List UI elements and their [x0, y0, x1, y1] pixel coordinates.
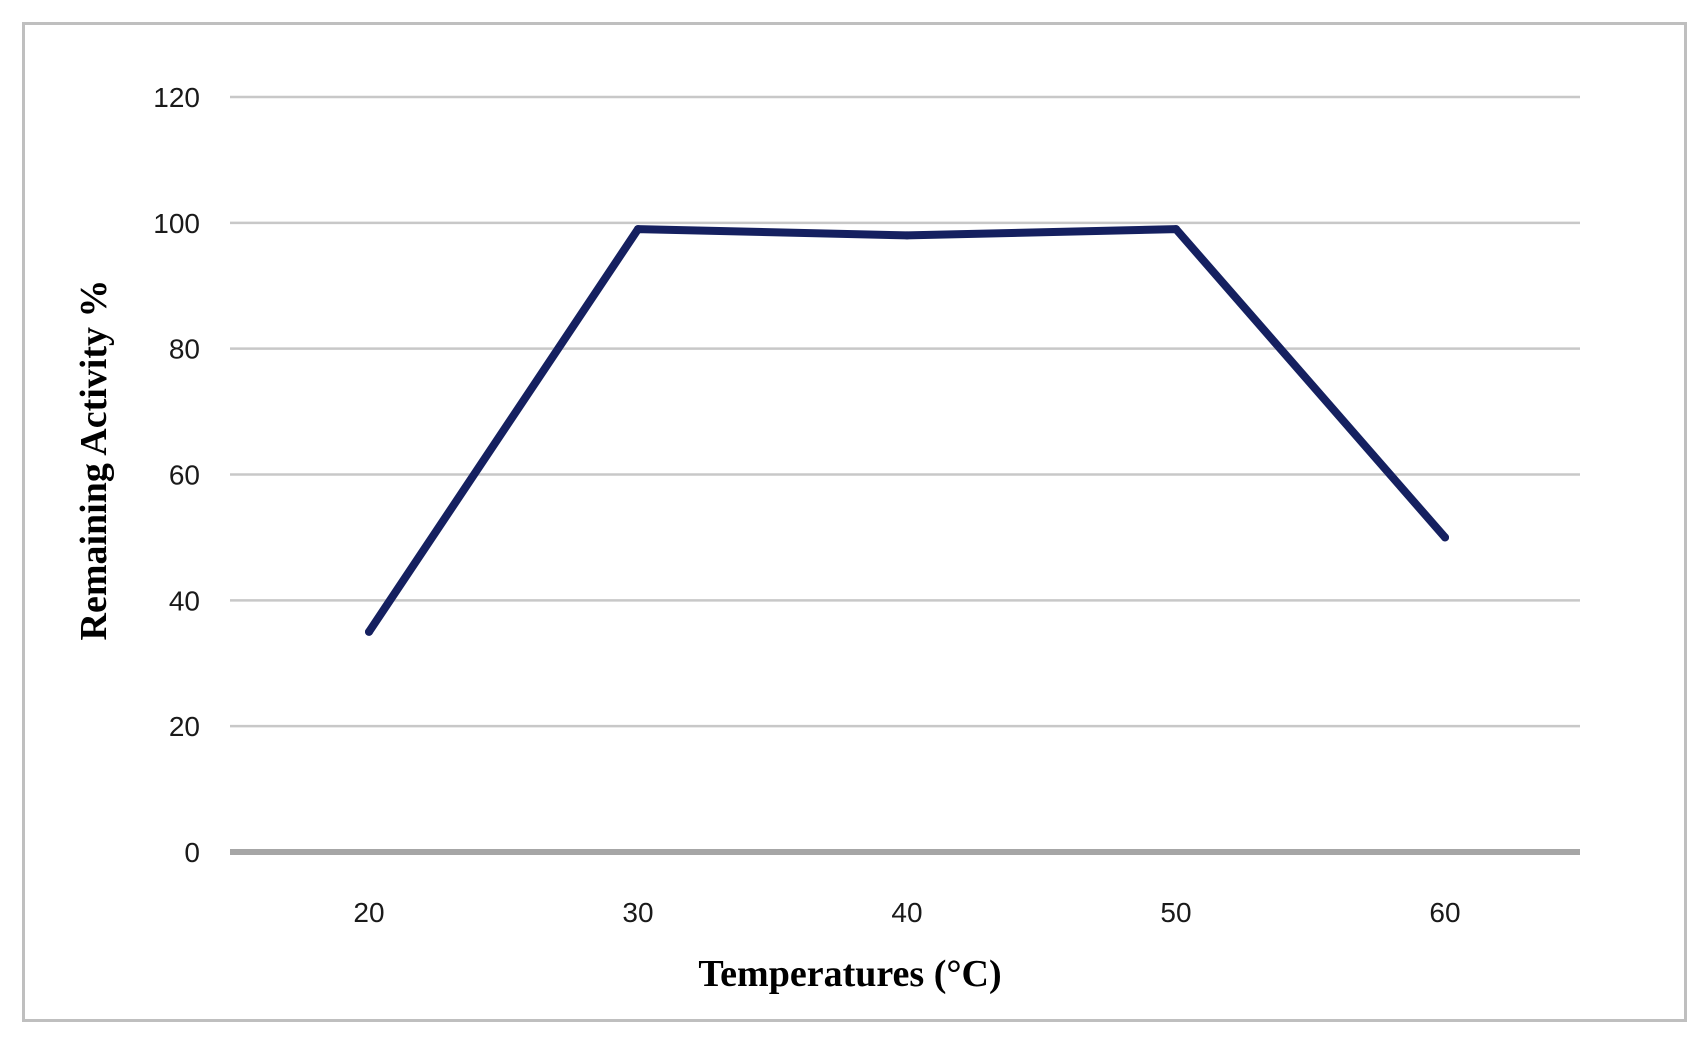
- data-point: [365, 627, 373, 636]
- x-tick-label: 50: [1160, 897, 1191, 928]
- y-tick-label: 20: [169, 711, 200, 742]
- x-axis-title: Temperatures (°C): [698, 953, 1001, 995]
- data-point: [634, 225, 642, 234]
- y-tick-label: 0: [184, 837, 200, 868]
- y-tick-labels: 0 20 40 60 80 100 120: [153, 82, 200, 868]
- y-tick-label: 100: [153, 208, 200, 239]
- x-tick-labels: 20 30 40 50 60: [353, 897, 1460, 928]
- series-group: [365, 225, 1449, 636]
- x-tick-label: 30: [622, 897, 653, 928]
- y-tick-label: 60: [169, 460, 200, 491]
- x-tick-label: 60: [1429, 897, 1460, 928]
- data-point: [1172, 225, 1180, 234]
- x-tick-label: 20: [353, 897, 384, 928]
- y-tick-label: 120: [153, 82, 200, 113]
- series-line-0: [365, 225, 1449, 636]
- data-point: [1441, 533, 1449, 542]
- y-tick-label: 40: [169, 585, 200, 616]
- data-point: [903, 231, 911, 240]
- x-tick-label: 40: [891, 897, 922, 928]
- chart-frame: [22, 22, 1687, 1022]
- y-axis-title: Remaining Activity %: [73, 280, 115, 641]
- y-tick-label: 80: [169, 334, 200, 365]
- grid-lines: [230, 95, 1580, 855]
